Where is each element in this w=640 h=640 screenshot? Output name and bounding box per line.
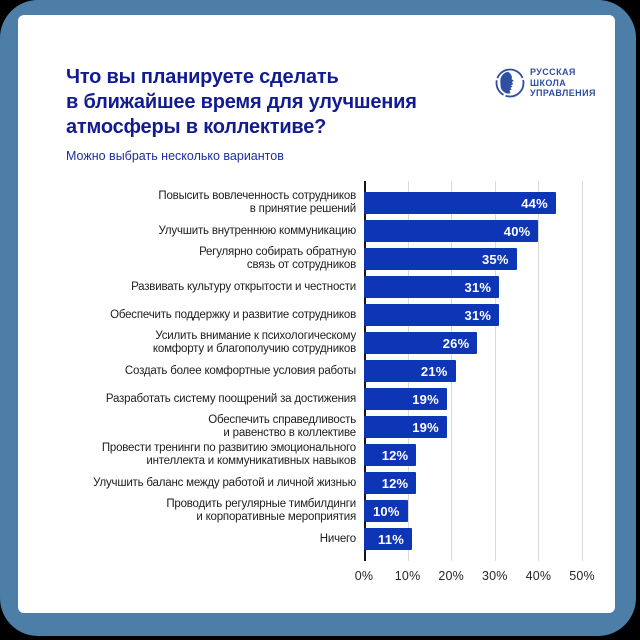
category-label: Разработать систему поощрений за достиже… [105,392,356,405]
page-title-line: Что вы планируете сделать [66,66,339,88]
chart-row: Обеспечить поддержку и развитие сотрудни… [66,301,626,329]
chart-row: Усилить внимание к психологическому комфо… [66,329,626,357]
bar-track: 10% [364,500,582,522]
logo-text-line: УПРАВЛЕНИЯ [530,88,596,98]
category-label: Создать более комфортные условия работы [124,364,356,377]
bar-track: 11% [364,528,582,550]
page-title-line: атмосферы в коллективе? [66,116,327,138]
bar-track: 31% [364,276,582,298]
category-label: Развивать культуру открытости и честност… [131,280,356,293]
category-label: Регулярно собирать обратную связь от сотр… [199,246,356,271]
rsu-profile-emblem-icon [495,68,525,98]
bar-chart: Повысить вовлеченность сотрудников в прин… [66,181,626,583]
bar-value-label: 44% [521,195,548,211]
x-tick-label: 40% [525,569,552,583]
bar: 31% [364,276,500,298]
x-tick-label: 0% [354,569,374,583]
x-tick-label: 10% [394,569,421,583]
chart-row: Обеспечить справедливость и равенство в к… [66,413,626,441]
bar-value-label: 31% [464,279,492,295]
chart-row: Развивать культуру открытости и честност… [66,273,626,301]
x-axis-ticks: 0% 10% 20% 30% 40% 50% [355,569,595,587]
bar: 19% [364,388,447,410]
chart-row: Ничего 11% [66,525,626,553]
bar-value-label: 40% [503,223,531,239]
chart-row: Повысить вовлеченность сотрудников в прин… [66,189,626,217]
bar-track: 12% [364,472,582,494]
logo-text-line: РУССКАЯ [530,67,576,77]
bar: 44% [364,192,556,214]
bar-value-label: 21% [420,363,448,379]
bar: 19% [364,416,447,438]
category-label: Обеспечить справедливость и равенство в к… [208,414,356,439]
bar-track: 40% [364,220,582,242]
category-label: Улучшить внутреннюю коммуникацию [158,224,357,237]
page-title-line: в ближайшее время для улучшения [66,91,417,113]
chart-row: Проводить регулярные тимбилдинги и корпор… [66,497,626,525]
bar: 10% [364,500,408,522]
bar-value-label: 26% [442,335,470,351]
bar-value-label: 19% [412,419,439,435]
bar-value-label: 12% [381,447,409,463]
category-label: Проводить регулярные тимбилдинги и корпор… [166,498,356,523]
bar-value-label: 35% [481,251,509,267]
category-label: Обеспечить поддержку и развитие сотрудни… [110,308,356,321]
chart-row: Провести тренинги по развитию эмоциональ… [66,441,626,469]
page-subtitle: Можно выбрать несколько вариантов [66,149,284,163]
bar-value-label: 19% [412,391,439,407]
bar-track: 26% [364,332,582,354]
bar-value-label: 10% [372,503,400,519]
category-label: Ничего [319,532,356,545]
bar-track: 19% [364,416,582,438]
bar: 40% [364,220,539,242]
x-tick-label: 50% [569,569,595,583]
bar-track: 35% [364,248,582,270]
company-logo-text: РУССКАЯ ШКОЛА УПРАВЛЕНИЯ [530,67,596,99]
bar-track: 19% [364,388,582,410]
bar-track: 31% [364,304,582,326]
bar: 11% [364,528,412,550]
content-panel: Что вы планируете сделать в ближайшее вр… [18,15,615,613]
bar: 21% [364,360,456,382]
category-label: Улучшить баланс между работой и личной ж… [93,476,356,489]
bar-value-label: 11% [378,531,404,547]
category-label: Повысить вовлеченность сотрудников в прин… [158,190,356,215]
bar-value-label: 31% [464,307,492,323]
bar: 35% [364,248,517,270]
chart-row: Создать более комфортные условия работы 2… [66,357,626,385]
chart-row: Улучшить баланс между работой и личной ж… [66,469,626,497]
bar: 31% [364,304,500,326]
category-label: Усилить внимание к психологическому комфо… [152,330,356,355]
company-logo: РУССКАЯ ШКОЛА УПРАВЛЕНИЯ [495,67,596,99]
gridline [582,181,583,561]
gridline [494,181,496,561]
bar-value-label: 12% [381,475,409,491]
page-title: Что вы планируете сделать в ближайшее вр… [66,65,486,140]
bar-track: 21% [364,360,582,382]
x-tick-label: 20% [438,569,464,583]
bar-track: 44% [364,192,582,214]
chart-row: Регулярно собирать обратную связь от сотр… [66,245,626,273]
bar-track: 12% [364,444,582,466]
bar: 12% [364,472,417,494]
bar: 12% [364,444,417,466]
gridline [538,181,540,561]
logo-text-line: ШКОЛА [530,77,567,88]
chart-rows: Повысить вовлеченность сотрудников в прин… [66,189,626,553]
x-tick-label: 30% [481,569,508,583]
bar: 26% [364,332,478,354]
chart-row: Разработать систему поощрений за достиже… [66,385,626,413]
chart-row: Улучшить внутреннюю коммуникацию 40% [66,217,626,245]
category-label: Провести тренинги по развитию эмоциональ… [101,442,356,467]
